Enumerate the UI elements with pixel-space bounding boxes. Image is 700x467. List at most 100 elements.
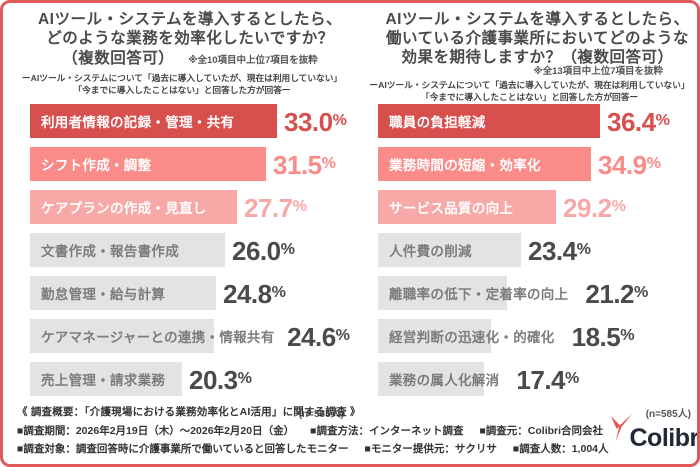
charts-area: AIツール・システムを導入するとしたら、 どのような業務を効率化したいですか？ … xyxy=(3,3,697,420)
bar-value: 33.0% xyxy=(284,103,347,139)
colibri-bird-icon xyxy=(609,414,633,447)
bar-label: 利用者情報の記録・管理・共有 xyxy=(41,115,235,130)
bar-value-unit: % xyxy=(576,240,591,258)
bar-value-unit: % xyxy=(271,283,286,301)
bar-value-unit: % xyxy=(332,111,347,129)
panel-subtitle-line: ーAIツール・システムについて「過去に導入していたが、現在は利用していない」 xyxy=(21,73,343,83)
panel-subtitle-line: ーAIツール・システムについて「過去に導入していたが、現在は利用していない」 xyxy=(369,80,690,90)
bar-value-number: 34.9 xyxy=(598,150,647,180)
bar-row: 人件費の削減 23.4% xyxy=(378,233,697,267)
bar-value-unit: % xyxy=(292,197,307,215)
bar-value-number: 18.5 xyxy=(571,322,621,352)
bar-row: 業務の属人化解消 17.4% xyxy=(378,362,697,396)
bar-row: ケアプランの作成・見直し 27.7% xyxy=(30,190,350,224)
bar: 文書作成・報告書作成 xyxy=(30,233,225,267)
bar-value-number: 33.0 xyxy=(284,107,333,137)
bar-label: 離職率の低下・定着率の向上 xyxy=(389,287,569,302)
bar: 職員の負担軽減 xyxy=(378,104,600,138)
bar-value-number: 21.2 xyxy=(585,279,635,309)
bar-row: 離職率の低下・定着率の向上 21.2% xyxy=(378,276,697,310)
panel-title-row: （複数回答可） ※全10項目中上位7項目を抜粋 xyxy=(30,48,350,68)
bar-chart: 職員の負担軽減 36.4% 業務時間の短縮・効率化 34.9% サービス品質の向… xyxy=(378,104,697,396)
survey-overview: 《 調査概要：「介護現場における業務効率化とAI活用」に関する調査 》 ■調査期… xyxy=(17,404,609,459)
panel-note: ※全10項目中上位7項目を抜粋 xyxy=(188,55,318,66)
panel-tasks-to-streamline: AIツール・システムを導入するとしたら、 どのような業務を効率化したいですか？ … xyxy=(3,3,350,420)
bar-value: 34.9% xyxy=(598,146,661,182)
bar-value: 26.0% xyxy=(232,232,295,268)
bar-value: 24.6% xyxy=(287,318,350,354)
bar-row: 勤怠管理・給与計算 24.8% xyxy=(30,276,350,310)
bar-value-unit: % xyxy=(565,369,580,387)
panel-title-line: どのような業務を効率化したいですか？ xyxy=(46,30,334,47)
bar-value-unit: % xyxy=(237,369,252,387)
bar-value-number: 27.7 xyxy=(244,193,293,223)
colibri-logo: Colibri xyxy=(609,414,700,459)
bar-value-number: 31.5 xyxy=(273,150,322,180)
bar-value: 17.4% xyxy=(516,361,579,397)
bar-row: 業務時間の短縮・効率化 34.9% xyxy=(378,147,697,181)
bar: 経営判断の迅速化・的確化 xyxy=(378,319,565,353)
panel-note: ※全13項目中上位7項目を抜粋 xyxy=(533,66,663,77)
bar-row: ケアマネージャーとの連携・情報共有 24.6% xyxy=(30,319,350,353)
bar-row: 経営判断の迅速化・的確化 18.5% xyxy=(378,319,697,353)
bar-value: 31.5% xyxy=(273,146,336,182)
bar-value-number: 24.6 xyxy=(287,322,336,352)
bar-row: 売上管理・請求業務 20.3% xyxy=(30,362,350,396)
bar: 人件費の削減 xyxy=(378,233,521,267)
survey-period: ■調査期間：2026年2月19日（木）～2026年2月20日（金） xyxy=(17,425,295,437)
panel-title-line: AIツール・システムを導入するとしたら、 xyxy=(385,11,690,28)
bar-label: 勤怠管理・給与計算 xyxy=(41,287,166,302)
bar-value-unit: % xyxy=(335,326,350,344)
bar-row: サービス品質の向上 29.2% xyxy=(378,190,697,224)
bar: シフト作成・調整 xyxy=(30,147,266,181)
bar-value-unit: % xyxy=(620,326,635,344)
survey-method: ■調査方法：インターネット調査 xyxy=(310,425,464,437)
bar-value: 21.2% xyxy=(585,275,648,311)
sample-size-label: (n=585人) xyxy=(298,409,344,420)
panel-header: AIツール・システムを導入するとしたら、 働いている介護事業所においてどのような… xyxy=(369,3,697,104)
bar-label: ケアマネージャーとの連携・情報共有 xyxy=(41,330,275,345)
sample-size-label: (n=585人) xyxy=(645,409,691,420)
survey-target: ■調査対象：調査回答時に介護事業所で働いていると回答したモニター xyxy=(17,443,349,455)
bar-value-number: 36.4 xyxy=(607,107,656,137)
footer: 《 調査概要：「介護現場における業務効率化とAI活用」に関する調査 》 ■調査期… xyxy=(17,404,697,459)
bar-value: 27.7% xyxy=(244,189,307,225)
bar-value-number: 17.4 xyxy=(516,365,566,395)
bar: 勤怠管理・給与計算 xyxy=(30,276,216,310)
bar-label: ケアプランの作成・見直し xyxy=(41,201,207,216)
bar-value-unit: % xyxy=(646,154,661,172)
survey-respondents: ■調査人数：1,004人 xyxy=(512,443,609,455)
bar-value-number: 26.0 xyxy=(232,236,281,266)
bar: 利用者情報の記録・管理・共有 xyxy=(30,104,277,138)
bar: 業務時間の短縮・効率化 xyxy=(378,147,591,181)
bar-value-unit: % xyxy=(321,154,336,172)
survey-detail-row: ■調査対象：調査回答時に介護事業所で働いていると回答したモニター ■モニター提供… xyxy=(17,441,609,456)
survey-source: ■調査元：Colibri合同会社 xyxy=(479,425,604,437)
bar-label: 文書作成・報告書作成 xyxy=(41,244,179,259)
bar-value-number: 23.4 xyxy=(528,236,577,266)
bar-value-number: 20.3 xyxy=(189,365,238,395)
bar-value: 24.8% xyxy=(223,275,286,311)
panel-title-line: 効果を期待しますか？（複数回答可） xyxy=(401,49,674,66)
bar-label: 業務の属人化解消 xyxy=(389,373,500,388)
bar-label: シフト作成・調整 xyxy=(41,158,152,173)
panel-title-line: 働いている介護事業所においてどのような xyxy=(385,30,690,47)
bar: 離職率の低下・定着率の向上 xyxy=(378,276,578,310)
survey-monitor-provider: ■モニター提供元：サクリサ xyxy=(364,443,497,455)
bar: ケアプランの作成・見直し xyxy=(30,190,237,224)
bar-label: サービス品質の向上 xyxy=(389,201,514,216)
bar: サービス品質の向上 xyxy=(378,190,556,224)
bar-row: 文書作成・報告書作成 26.0% xyxy=(30,233,350,267)
survey-heading: 《 調査概要：「介護現場における業務効率化とAI活用」に関する調査 》 xyxy=(17,406,361,418)
bar-value-number: 24.8 xyxy=(223,279,272,309)
survey-detail-row: ■調査期間：2026年2月19日（木）～2026年2月20日（金） ■調査方法：… xyxy=(17,423,609,438)
bar-value: 18.5% xyxy=(572,318,635,354)
panel-subtitle-line: 「今までに導入したことはない」と回答した方が回答ー xyxy=(73,85,291,96)
bar-label: 人件費の削減 xyxy=(389,244,472,259)
bar-value-unit: % xyxy=(634,283,649,301)
panel-subtitle-line: 「今までに導入したことはない」と回答した方が回答ー xyxy=(420,92,639,103)
bar-label: 職員の負担軽減 xyxy=(389,115,486,130)
bar-row: 職員の負担軽減 36.4% xyxy=(378,104,697,138)
colibri-logo-text: Colibri xyxy=(629,424,700,452)
